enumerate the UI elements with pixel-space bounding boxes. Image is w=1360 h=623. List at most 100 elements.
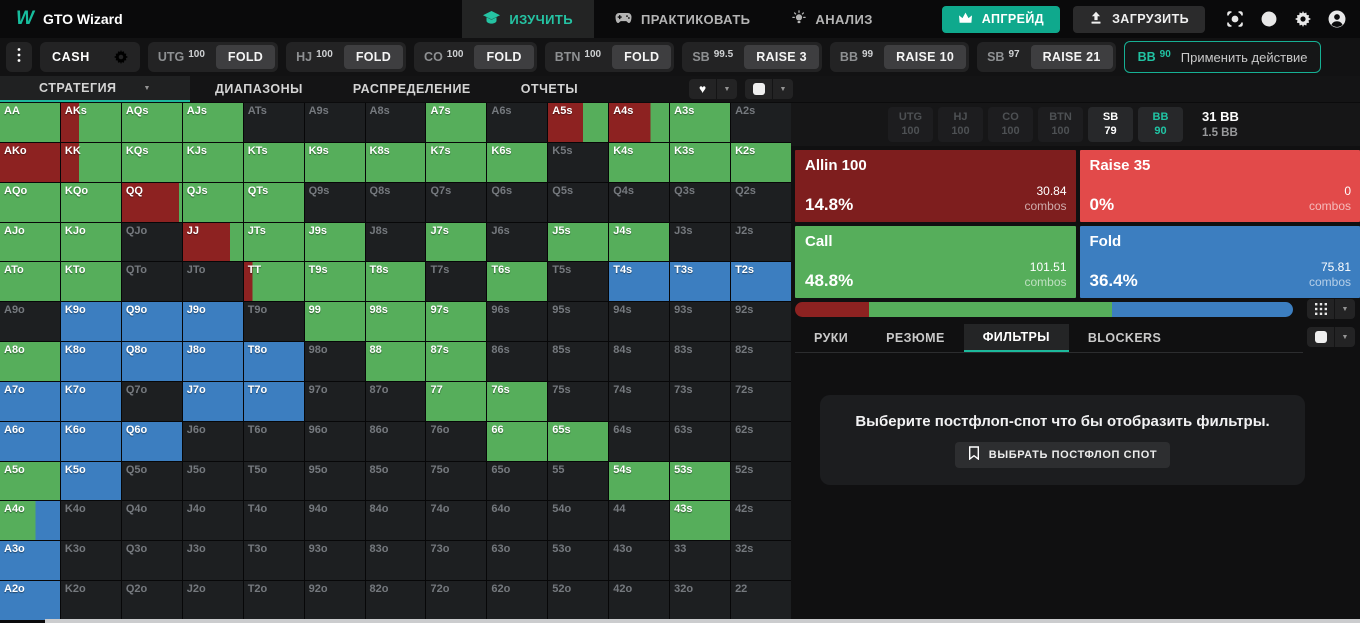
grid-cell-55[interactable]: 55 — [548, 461, 609, 501]
grid-cell-52s[interactable]: 52s — [731, 461, 791, 501]
grid-cell-QJs[interactable]: QJs — [182, 182, 243, 222]
grid-cell-A2o[interactable]: A2o — [0, 581, 60, 620]
panel-position-bb-5[interactable]: BB 90 — [1138, 107, 1183, 142]
grid-cell-J8s[interactable]: J8s — [365, 222, 426, 262]
view-tab-reports[interactable]: ОТЧЕТЫ — [496, 76, 603, 102]
favorite-tool[interactable]: ♥ ▼ — [689, 79, 737, 99]
panel-position-hj-1[interactable]: HJ 100 — [938, 107, 983, 142]
grid-cell-A8s[interactable]: A8s — [365, 103, 426, 142]
grid-cell-Q2o[interactable]: Q2o — [121, 581, 182, 620]
grid-cell-63o[interactable]: 63o — [487, 541, 548, 581]
action-box-allin[interactable]: Allin 100 14.8% 30.84 combos — [795, 150, 1076, 222]
grid-cell-J6o[interactable]: J6o — [182, 421, 243, 461]
grid-cell-T4o[interactable]: T4o — [243, 501, 304, 541]
nav-item-analyze[interactable]: АНАЛИЗ — [771, 0, 893, 38]
grid-cell-J9o[interactable]: J9o — [182, 302, 243, 342]
card-view-tool[interactable]: ▼ — [745, 79, 793, 99]
grid-cell-92o[interactable]: 92o — [304, 581, 365, 620]
spot-action-button[interactable]: FOLD — [612, 45, 672, 69]
grid-cell-T9s[interactable]: T9s — [304, 262, 365, 302]
spot-action-button[interactable]: RAISE 21 — [1030, 45, 1113, 69]
grid-cell-95o[interactable]: 95o — [304, 461, 365, 501]
grid-cell-K4o[interactable]: K4o — [60, 501, 121, 541]
grid-cell-Q8o[interactable]: Q8o — [121, 342, 182, 381]
account-icon[interactable] — [1323, 6, 1350, 33]
chevron-down-icon[interactable]: ▼ — [1341, 305, 1349, 313]
grid-cell-42o[interactable]: 42o — [609, 581, 670, 620]
upload-button[interactable]: ЗАГРУЗИТЬ — [1073, 5, 1205, 33]
nav-item-practice[interactable]: ПРАКТИКОВАТЬ — [594, 0, 771, 38]
grid-cell-K2o[interactable]: K2o — [60, 581, 121, 620]
spot-action-button[interactable]: RAISE 10 — [884, 45, 967, 69]
grid-cell-J5s[interactable]: J5s — [548, 222, 609, 262]
grid-cell-99[interactable]: 99 — [304, 302, 365, 342]
grid-cell-K8o[interactable]: K8o — [60, 342, 121, 381]
grid-cell-62o[interactable]: 62o — [487, 581, 548, 620]
grid-cell-Q5o[interactable]: Q5o — [121, 461, 182, 501]
grid-cell-98o[interactable]: 98o — [304, 342, 365, 381]
grid-cell-Q2s[interactable]: Q2s — [731, 182, 791, 222]
chevron-down-icon[interactable]: ▼ — [723, 85, 731, 93]
grid-cell-K3o[interactable]: K3o — [60, 541, 121, 581]
grid-cell-33[interactable]: 33 — [670, 541, 731, 581]
upgrade-button[interactable]: АПГРЕЙД — [941, 5, 1061, 33]
grid-cell-54o[interactable]: 54o — [548, 501, 609, 541]
menu-button[interactable] — [6, 42, 32, 72]
grid-cell-22[interactable]: 22 — [731, 581, 791, 620]
grid-cell-KJs[interactable]: KJs — [182, 142, 243, 182]
grid-cell-Q6o[interactable]: Q6o — [121, 421, 182, 461]
grid-cell-96s[interactable]: 96s — [487, 302, 548, 342]
grid-cell-97o[interactable]: 97o — [304, 381, 365, 421]
grid-cell-J4s[interactable]: J4s — [609, 222, 670, 262]
action-box-fold[interactable]: Fold 36.4% 75.81 combos — [1079, 226, 1360, 298]
grid-view-tool[interactable]: ▼ — [1307, 299, 1355, 319]
grid-cell-74s[interactable]: 74s — [609, 381, 670, 421]
grid-cell-J8o[interactable]: J8o — [182, 342, 243, 381]
grid-cell-Q5s[interactable]: Q5s — [548, 182, 609, 222]
grid-cell-JTo[interactable]: JTo — [182, 262, 243, 302]
grid-cell-KTs[interactable]: KTs — [243, 142, 304, 182]
grid-cell-A3s[interactable]: A3s — [670, 103, 731, 142]
grid-cell-TT[interactable]: TT — [243, 262, 304, 302]
grid-cell-43o[interactable]: 43o — [609, 541, 670, 581]
grid-cell-KQo[interactable]: KQo — [60, 182, 121, 222]
grid-cell-83s[interactable]: 83s — [670, 342, 731, 381]
panel-position-btn-3[interactable]: BTN 100 — [1038, 107, 1083, 142]
grid-cell-42s[interactable]: 42s — [731, 501, 791, 541]
grid-cell-74o[interactable]: 74o — [426, 501, 487, 541]
grid-cell-A6s[interactable]: A6s — [487, 103, 548, 142]
heart-icon[interactable]: ♥ — [698, 82, 707, 96]
grid-dots-icon[interactable] — [1307, 302, 1334, 316]
nav-item-study[interactable]: ИЗУЧИТЬ — [462, 0, 594, 38]
grid-cell-44[interactable]: 44 — [609, 501, 670, 541]
grid-cell-J7s[interactable]: J7s — [426, 222, 487, 262]
view-tab-ranges[interactable]: ДИАПАЗОНЫ — [190, 76, 328, 102]
grid-cell-Q4s[interactable]: Q4s — [609, 182, 670, 222]
grid-cell-84s[interactable]: 84s — [609, 342, 670, 381]
grid-cell-66[interactable]: 66 — [487, 421, 548, 461]
grid-cell-A9s[interactable]: A9s — [304, 103, 365, 142]
game-settings-gear-icon[interactable] — [113, 50, 128, 64]
grid-cell-K8s[interactable]: K8s — [365, 142, 426, 182]
panel-tab-summary[interactable]: РЕЗЮМЕ — [867, 324, 964, 352]
grid-cell-KTo[interactable]: KTo — [60, 262, 121, 302]
grid-cell-T8o[interactable]: T8o — [243, 342, 304, 381]
grid-cell-82s[interactable]: 82s — [731, 342, 791, 381]
grid-cell-K9s[interactable]: K9s — [304, 142, 365, 182]
action-box-raise[interactable]: Raise 35 0% 0 combos — [1079, 150, 1360, 222]
grid-cell-85o[interactable]: 85o — [365, 461, 426, 501]
grid-cell-Q9o[interactable]: Q9o — [121, 302, 182, 342]
grid-cell-A7o[interactable]: A7o — [0, 381, 60, 421]
grid-cell-KJo[interactable]: KJo — [60, 222, 121, 262]
grid-cell-53o[interactable]: 53o — [548, 541, 609, 581]
grid-cell-T7s[interactable]: T7s — [426, 262, 487, 302]
select-postflop-spot-button[interactable]: ВЫБРАТЬ ПОСТФЛОП СПОТ — [954, 441, 1171, 468]
grid-cell-76s[interactable]: 76s — [487, 381, 548, 421]
grid-cell-88[interactable]: 88 — [365, 342, 426, 381]
grid-cell-83o[interactable]: 83o — [365, 541, 426, 581]
panel-position-sb-4[interactable]: SB 79 — [1088, 107, 1133, 142]
grid-cell-86s[interactable]: 86s — [487, 342, 548, 381]
grid-cell-Q4o[interactable]: Q4o — [121, 501, 182, 541]
panel-position-utg-0[interactable]: UTG 100 — [888, 107, 933, 142]
grid-cell-QQ[interactable]: QQ — [121, 182, 182, 222]
